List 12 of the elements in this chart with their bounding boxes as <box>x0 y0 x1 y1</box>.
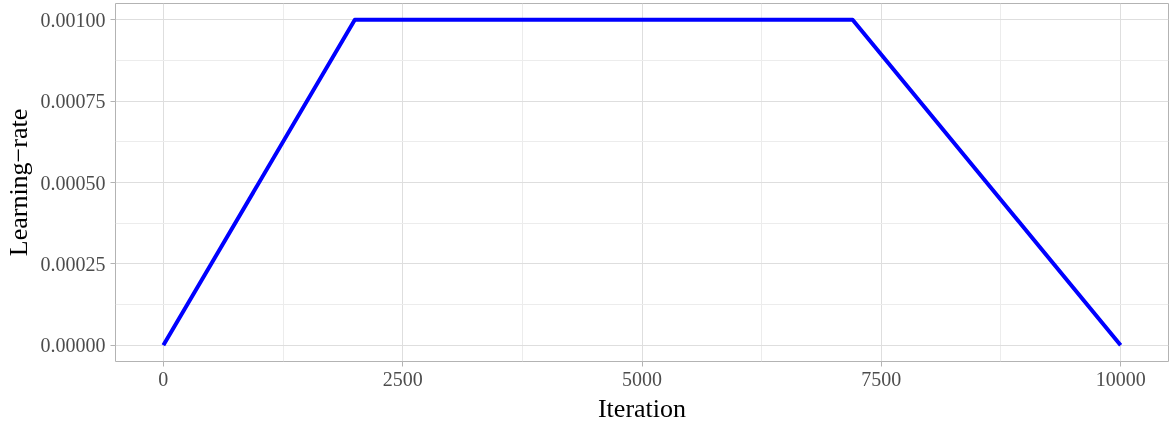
x-axis-title: Iteration <box>597 393 687 423</box>
x-tick-label: 10000 <box>1095 367 1146 390</box>
x-tick-label: 7500 <box>861 367 902 390</box>
y-tick-label: 0.00100 <box>40 8 106 31</box>
y-tick-label: 0.00025 <box>40 252 106 275</box>
y-axis-title: Learning−rate <box>3 108 33 257</box>
y-tick-label: 0.00075 <box>40 90 106 113</box>
x-tick-label: 0 <box>158 367 169 390</box>
x-tick-label: 2500 <box>382 367 423 390</box>
x-tick-label: 5000 <box>622 367 662 390</box>
y-tick-label: 0.00000 <box>40 334 106 357</box>
y-tick-label: 0.00050 <box>40 171 106 194</box>
